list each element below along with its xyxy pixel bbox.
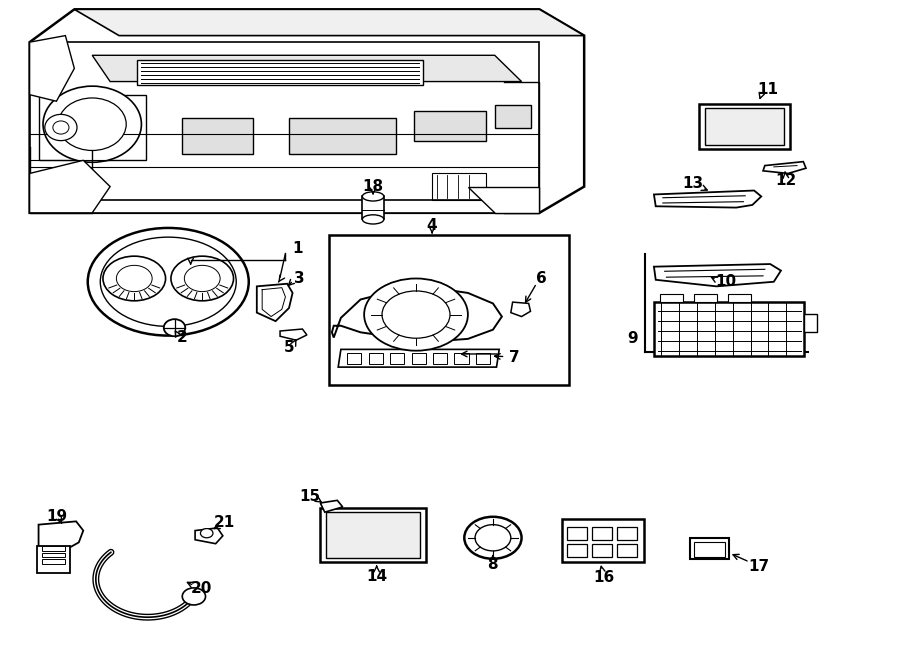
Ellipse shape	[100, 237, 236, 326]
Text: 1: 1	[292, 242, 303, 256]
Bar	[39, 95, 146, 160]
Bar	[363, 197, 383, 219]
Polygon shape	[320, 500, 343, 512]
Bar	[617, 544, 637, 557]
Ellipse shape	[363, 214, 383, 224]
Ellipse shape	[201, 528, 213, 538]
Ellipse shape	[43, 86, 141, 162]
Bar	[592, 544, 612, 557]
Bar	[137, 60, 423, 85]
Bar	[432, 173, 486, 200]
Polygon shape	[763, 162, 806, 173]
Bar	[320, 508, 426, 562]
Text: 18: 18	[363, 179, 383, 194]
Bar	[414, 111, 486, 140]
Polygon shape	[280, 329, 307, 340]
Bar	[592, 527, 612, 540]
Bar	[654, 302, 805, 356]
Bar	[347, 353, 362, 365]
Ellipse shape	[164, 319, 185, 336]
Text: 13: 13	[683, 176, 704, 191]
Ellipse shape	[171, 256, 233, 301]
Bar	[805, 314, 816, 332]
Bar	[454, 353, 469, 365]
Ellipse shape	[116, 265, 152, 292]
Bar	[289, 118, 396, 154]
Ellipse shape	[103, 256, 166, 301]
Bar	[390, 353, 404, 365]
Bar	[495, 105, 530, 128]
Bar	[433, 353, 447, 365]
Ellipse shape	[58, 98, 126, 150]
Text: 10: 10	[715, 274, 736, 289]
Polygon shape	[338, 350, 500, 367]
Polygon shape	[511, 302, 530, 316]
Text: 14: 14	[366, 569, 387, 584]
Text: 9: 9	[627, 332, 638, 346]
Bar	[689, 538, 729, 559]
Bar	[705, 108, 784, 144]
Ellipse shape	[364, 279, 468, 351]
Polygon shape	[332, 288, 502, 342]
Bar	[42, 559, 66, 564]
Bar	[661, 294, 682, 302]
Polygon shape	[75, 9, 584, 36]
Text: 11: 11	[757, 82, 778, 97]
Polygon shape	[37, 546, 70, 573]
Polygon shape	[30, 160, 110, 213]
Polygon shape	[92, 56, 522, 81]
Polygon shape	[468, 187, 539, 213]
Polygon shape	[256, 284, 292, 321]
Text: 6: 6	[536, 271, 546, 286]
Bar	[567, 527, 587, 540]
Text: 5: 5	[284, 340, 294, 355]
Ellipse shape	[184, 265, 220, 292]
Ellipse shape	[53, 121, 69, 134]
Ellipse shape	[45, 115, 77, 140]
Text: 12: 12	[776, 173, 796, 187]
Text: 2: 2	[176, 330, 187, 345]
Bar	[42, 553, 66, 557]
Bar	[567, 544, 587, 557]
Text: 17: 17	[748, 559, 770, 573]
Bar	[562, 520, 644, 562]
Bar	[617, 527, 637, 540]
Text: 4: 4	[427, 218, 437, 234]
Polygon shape	[30, 9, 584, 213]
Bar	[411, 353, 426, 365]
Polygon shape	[30, 42, 539, 213]
Ellipse shape	[475, 525, 511, 551]
Ellipse shape	[464, 517, 522, 559]
Bar	[728, 294, 751, 302]
Bar	[182, 118, 253, 154]
Bar	[42, 546, 66, 551]
Bar	[369, 353, 382, 365]
Ellipse shape	[363, 192, 383, 201]
Polygon shape	[195, 528, 223, 544]
Text: 19: 19	[46, 508, 67, 524]
Polygon shape	[654, 191, 761, 208]
Text: 15: 15	[299, 489, 320, 504]
Bar	[698, 104, 790, 148]
Polygon shape	[654, 264, 781, 287]
Ellipse shape	[382, 291, 450, 338]
Text: 8: 8	[488, 557, 499, 571]
Bar	[329, 235, 569, 385]
Bar	[694, 294, 716, 302]
Text: 16: 16	[593, 570, 615, 585]
Polygon shape	[30, 36, 75, 101]
Text: 7: 7	[509, 350, 519, 365]
Polygon shape	[39, 522, 84, 551]
Bar	[476, 353, 491, 365]
Text: 20: 20	[191, 581, 212, 596]
Text: 3: 3	[294, 271, 305, 286]
Bar	[694, 542, 724, 557]
Text: 21: 21	[214, 515, 235, 530]
Ellipse shape	[183, 588, 205, 605]
Bar	[326, 512, 420, 558]
Ellipse shape	[87, 228, 248, 336]
